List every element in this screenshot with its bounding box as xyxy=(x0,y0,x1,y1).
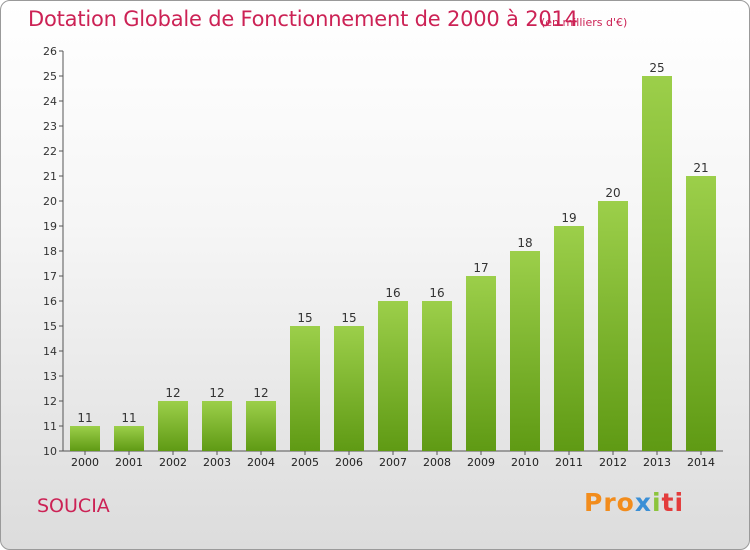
bar xyxy=(334,326,364,451)
bar xyxy=(642,76,672,451)
bar-value-label: 11 xyxy=(77,411,92,425)
chart-subtitle: (en milliers d'€) xyxy=(541,16,628,29)
bar-value-label: 25 xyxy=(649,61,664,75)
bar-value-label: 15 xyxy=(341,311,356,325)
x-tick-label: 2003 xyxy=(203,456,231,469)
x-tick-label: 2008 xyxy=(423,456,451,469)
bar xyxy=(290,326,320,451)
logo-part-1: Pro xyxy=(584,488,635,517)
y-tick-label: 15 xyxy=(43,320,57,333)
y-tick-label: 10 xyxy=(43,445,57,458)
bar xyxy=(598,201,628,451)
chart-title: Dotation Globale de Fonctionnement de 20… xyxy=(28,7,578,31)
bar-value-label: 12 xyxy=(165,386,180,400)
x-tick-label: 2009 xyxy=(467,456,495,469)
logo-part-2: x xyxy=(634,488,652,517)
proxiti-logo[interactable]: Proxiti xyxy=(584,488,684,517)
bar xyxy=(246,401,276,451)
x-tick-label: 2013 xyxy=(643,456,671,469)
y-tick-label: 18 xyxy=(43,245,57,258)
bar-value-label: 12 xyxy=(253,386,268,400)
x-tick-label: 2002 xyxy=(159,456,187,469)
x-tick-label: 2011 xyxy=(555,456,583,469)
y-tick-label: 22 xyxy=(43,145,57,158)
bar-value-label: 15 xyxy=(297,311,312,325)
x-tick-label: 2001 xyxy=(115,456,143,469)
bar xyxy=(70,426,100,451)
bar xyxy=(158,401,188,451)
x-tick-label: 2007 xyxy=(379,456,407,469)
y-tick-label: 16 xyxy=(43,295,57,308)
y-tick-label: 23 xyxy=(43,120,57,133)
y-tick-label: 24 xyxy=(43,95,57,108)
y-tick-label: 11 xyxy=(43,420,57,433)
bar-value-label: 20 xyxy=(605,186,620,200)
bar xyxy=(378,301,408,451)
y-tick-label: 19 xyxy=(43,220,57,233)
bar-value-label: 16 xyxy=(385,286,400,300)
bar-value-label: 18 xyxy=(517,236,532,250)
y-tick-label: 13 xyxy=(43,370,57,383)
y-tick-label: 12 xyxy=(43,395,57,408)
y-tick-label: 20 xyxy=(43,195,57,208)
y-tick-label: 14 xyxy=(43,345,57,358)
x-tick-label: 2010 xyxy=(511,456,539,469)
y-tick-label: 17 xyxy=(43,270,57,283)
x-tick-label: 2000 xyxy=(71,456,99,469)
bar-value-label: 16 xyxy=(429,286,444,300)
bar-value-label: 12 xyxy=(209,386,224,400)
x-tick-label: 2005 xyxy=(291,456,319,469)
bar-value-label: 19 xyxy=(561,211,576,225)
bar xyxy=(554,226,584,451)
y-tick-label: 25 xyxy=(43,70,57,83)
logo-part-3: i xyxy=(651,488,662,517)
x-tick-label: 2004 xyxy=(247,456,275,469)
bar-value-label: 21 xyxy=(693,161,708,175)
x-tick-label: 2014 xyxy=(687,456,715,469)
bar xyxy=(422,301,452,451)
bar xyxy=(114,426,144,451)
bar xyxy=(510,251,540,451)
commune-name: SOUCIA xyxy=(37,495,110,517)
bar xyxy=(466,276,496,451)
x-tick-label: 2006 xyxy=(335,456,363,469)
y-tick-label: 26 xyxy=(43,45,57,58)
x-tick-label: 2012 xyxy=(599,456,627,469)
bar xyxy=(202,401,232,451)
logo-part-4: ti xyxy=(661,488,685,517)
y-tick-label: 21 xyxy=(43,170,57,183)
bar-value-label: 17 xyxy=(473,261,488,275)
bar xyxy=(686,176,716,451)
bar-value-label: 11 xyxy=(121,411,136,425)
